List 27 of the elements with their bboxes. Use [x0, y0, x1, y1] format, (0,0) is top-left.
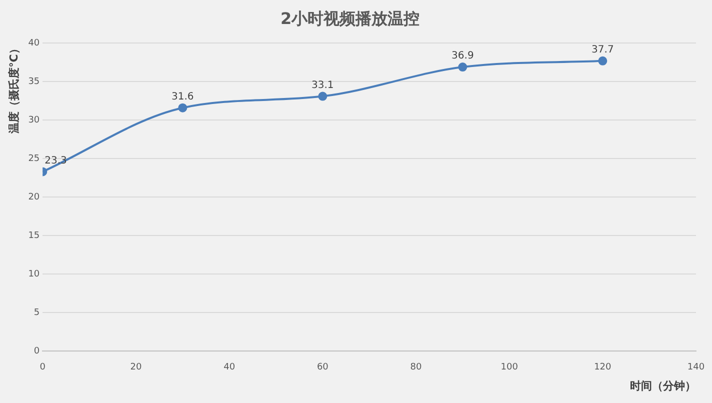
y-tick-label: 25 — [28, 154, 40, 164]
x-tick-label: 20 — [130, 362, 142, 373]
y-tick-label: 0 — [34, 346, 40, 356]
x-tick-label: 100 — [500, 362, 518, 373]
data-label: 31.6 — [172, 91, 194, 102]
x-axis-title: 时间（分钟） — [630, 379, 696, 392]
x-tick-label: 40 — [224, 362, 236, 373]
y-tick-label: 15 — [28, 230, 40, 241]
point — [458, 62, 468, 72]
y-tick-label: 20 — [28, 192, 40, 202]
y-tick-label: 35 — [28, 77, 40, 88]
point — [178, 103, 188, 112]
x-tick-label: 60 — [316, 362, 329, 373]
data-label: 37.7 — [592, 44, 614, 56]
y-tick-label: 5 — [34, 308, 40, 318]
y-tick-label: 40 — [28, 38, 40, 49]
y-tick-label: 30 — [28, 115, 40, 126]
chart-title: 2小时视频播放温控 — [280, 8, 420, 28]
data-label: 33.1 — [312, 80, 334, 91]
data-label: 36.9 — [452, 50, 474, 62]
x-tick-label: 120 — [594, 362, 612, 373]
y-tick-label: 10 — [28, 269, 40, 280]
point — [318, 92, 328, 101]
y-axis-title: 温度（摄氏度℃） — [7, 43, 20, 135]
x-tick-label: 140 — [687, 362, 705, 373]
x-tick-label: 80 — [410, 362, 422, 373]
point — [598, 56, 608, 66]
